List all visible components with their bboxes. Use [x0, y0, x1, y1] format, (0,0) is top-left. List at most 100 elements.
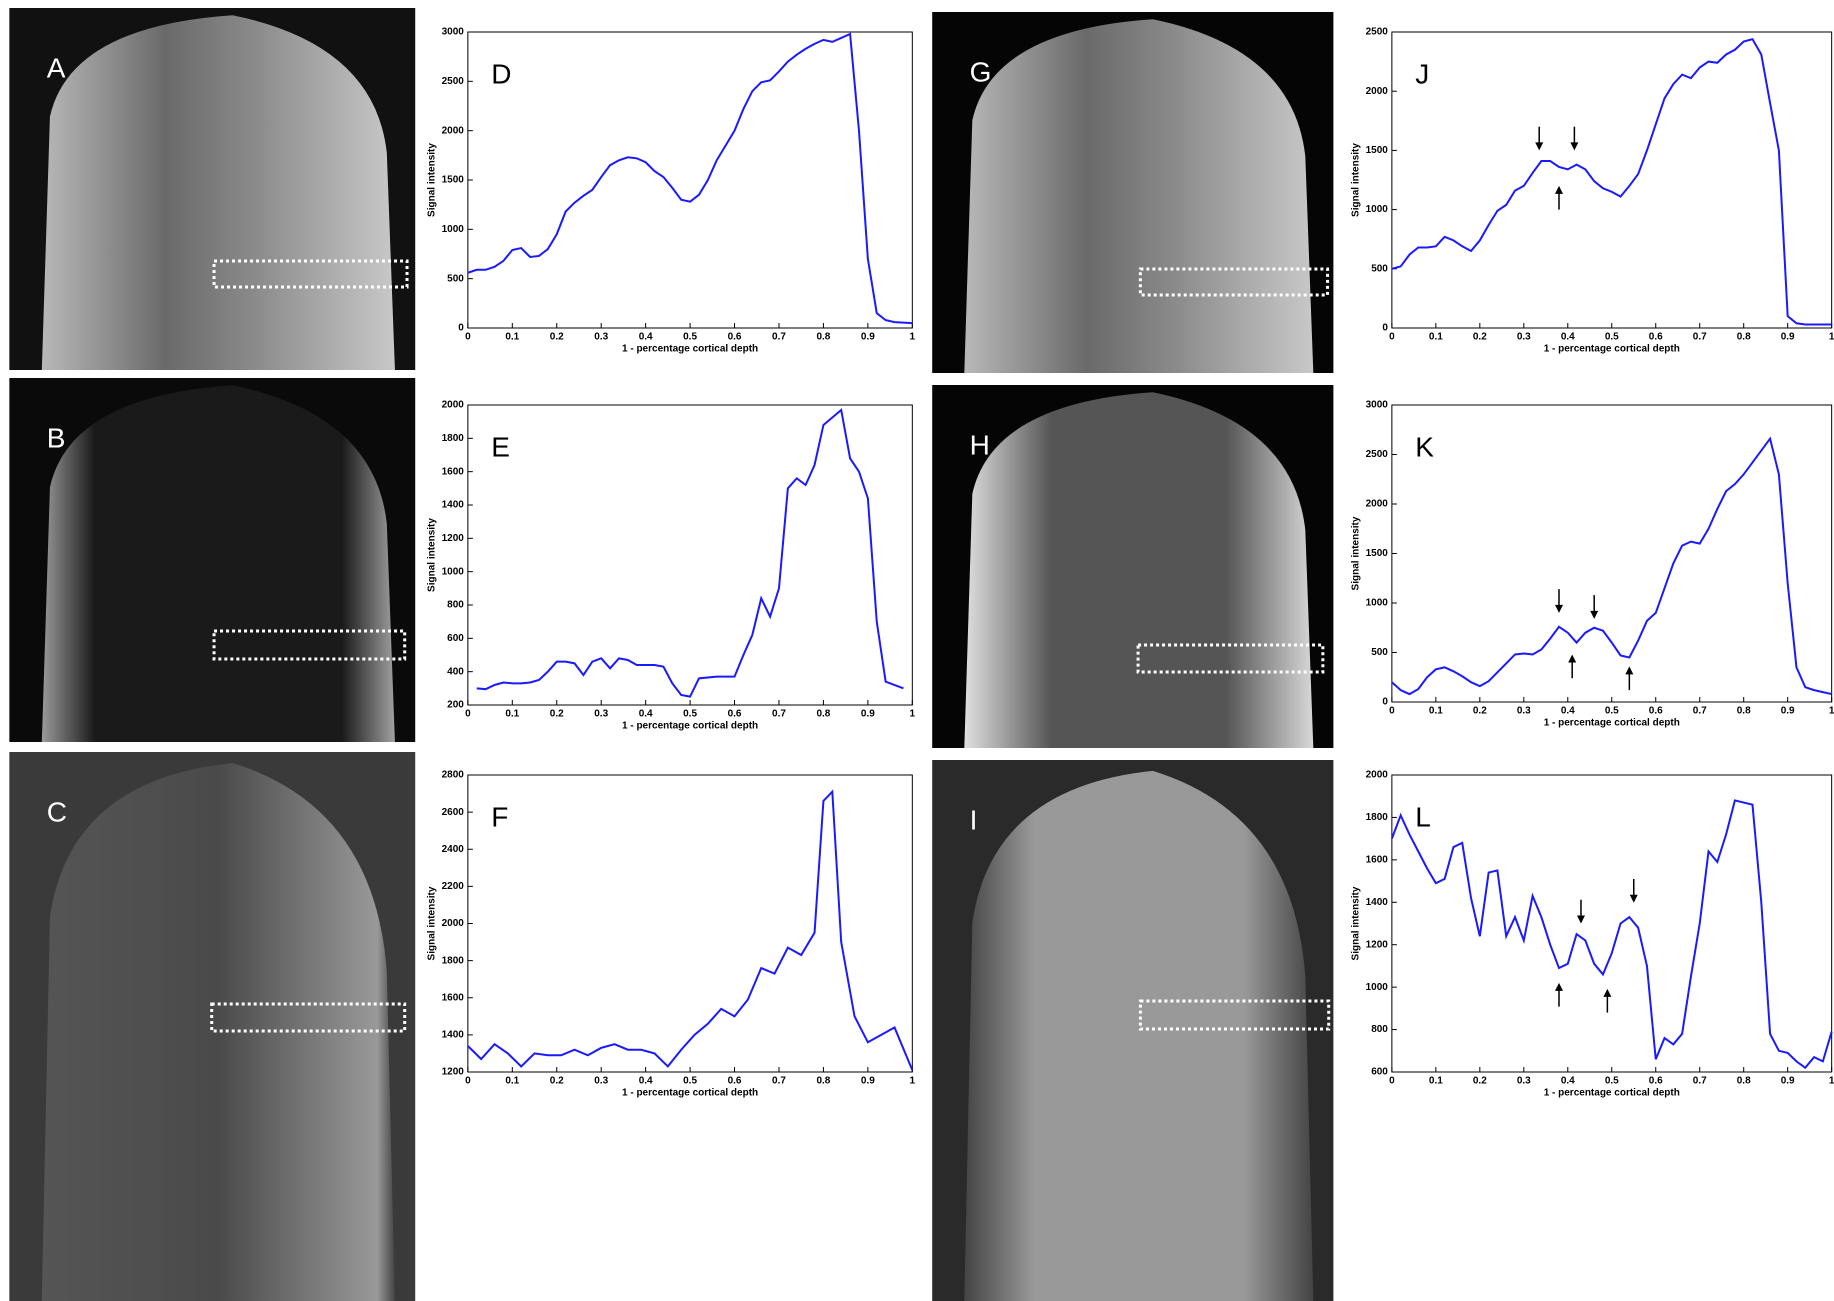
y-tick-label: 2200	[442, 881, 465, 892]
x-tick-label: 0.4	[639, 332, 653, 343]
x-tick-label: 0.6	[1649, 332, 1663, 343]
x-tick-label: 0.3	[1517, 706, 1531, 717]
y-tick-label: 2500	[442, 76, 465, 87]
y-tick-label: 1600	[1366, 854, 1389, 865]
x-tick-label: 0.5	[1605, 332, 1619, 343]
x-tick-label: 0.7	[1693, 1076, 1707, 1087]
x-tick-label: 0	[465, 1076, 471, 1087]
arrow-head	[1554, 604, 1563, 613]
arrow-head	[1570, 142, 1579, 151]
tissue	[964, 770, 1314, 1301]
x-tick-label: 0.5	[683, 1076, 697, 1087]
panel-label: G	[970, 56, 992, 87]
x-tick-label: 0.6	[1649, 706, 1663, 717]
x-tick-label: 0.3	[594, 1076, 608, 1087]
plot-area	[1391, 774, 1833, 1073]
x-tick-label: 0.2	[550, 1076, 564, 1087]
y-tick-label: 0	[458, 323, 464, 334]
x-tick-label: 0.6	[1649, 1076, 1663, 1087]
x-tick-label: 0.7	[1693, 706, 1707, 717]
x-tick-label: 0.4	[639, 1076, 653, 1087]
y-tick-label: 2000	[442, 125, 465, 136]
y-tick-label: 1800	[442, 955, 465, 966]
x-tick-label: 0	[1389, 706, 1395, 717]
y-tick-label: 1400	[442, 500, 465, 511]
x-tick-label: 0.1	[505, 332, 519, 343]
y-tick-label: 0	[1382, 697, 1388, 708]
y-tick-label: 1500	[1366, 145, 1389, 156]
y-tick-label: 800	[447, 600, 464, 611]
y-tick-label: 2000	[442, 400, 465, 411]
tissue	[964, 392, 1314, 748]
y-tick-label: 500	[1371, 263, 1388, 274]
roi-box	[1136, 643, 1325, 674]
x-tick-label: 0.3	[594, 709, 608, 720]
x-tick-label: 0.2	[1473, 1076, 1487, 1087]
y-tick-label: 2500	[1366, 449, 1389, 460]
x-tick-label: 0	[1389, 332, 1395, 343]
panel-label: H	[970, 429, 990, 460]
y-tick-label: 1200	[442, 1067, 465, 1078]
x-tick-label: 0.4	[639, 709, 653, 720]
x-tick-label: 0.1	[1429, 706, 1443, 717]
x-tick-label: 0.3	[1517, 1076, 1531, 1087]
y-tick-label: 1400	[1366, 897, 1389, 908]
x-tick-label: 0.5	[1605, 1076, 1619, 1087]
y-tick-label: 2000	[1366, 499, 1389, 510]
y-tick-label: 600	[447, 633, 464, 644]
x-tick-label: 1	[910, 1076, 916, 1087]
x-tick-label: 0.7	[772, 332, 786, 343]
panel-label: J	[1415, 58, 1429, 89]
x-tick-label: 0.1	[505, 1076, 519, 1087]
x-tick-label: 0.8	[1737, 706, 1751, 717]
panel-label: A	[47, 52, 66, 83]
x-tick-label: 0.2	[550, 332, 564, 343]
arrow-head	[1554, 185, 1563, 194]
y-axis-label: Signal intensity	[426, 143, 437, 217]
panel-label: I	[970, 804, 978, 835]
x-axis-label: 1 - percentage cortical depth	[622, 1088, 758, 1099]
y-tick-label: 0	[1382, 323, 1388, 334]
data-line	[467, 789, 914, 1071]
panel-label: B	[47, 422, 66, 453]
y-tick-label: 2500	[1366, 27, 1389, 38]
y-tick-label: 1200	[1366, 939, 1389, 950]
x-tick-label: 0.2	[1473, 706, 1487, 717]
x-tick-label: 0.9	[1781, 706, 1795, 717]
x-tick-label: 1	[910, 332, 916, 343]
panel-label: E	[491, 431, 510, 462]
y-axis-label: Signal intensity	[1351, 886, 1362, 960]
roi-box	[212, 259, 409, 289]
x-axis-label: 1 - percentage cortical depth	[1544, 344, 1680, 355]
y-tick-label: 200	[447, 700, 464, 711]
y-tick-label: 1000	[442, 566, 465, 577]
x-tick-label: 1	[1829, 1076, 1834, 1087]
tissue	[41, 15, 395, 371]
x-axis-label: 1 - percentage cortical depth	[622, 344, 758, 355]
y-tick-label: 600	[1371, 1067, 1388, 1078]
x-tick-label: 0.2	[1473, 332, 1487, 343]
arrow-head	[1554, 982, 1563, 991]
x-tick-label: 0.1	[1429, 1076, 1443, 1087]
x-tick-label: 0.5	[683, 332, 697, 343]
x-tick-label: 0.4	[1561, 332, 1575, 343]
x-tick-label: 1	[1829, 706, 1834, 717]
arrow-head	[1535, 142, 1544, 151]
y-tick-label: 500	[447, 273, 464, 284]
arrow-head	[1625, 666, 1634, 675]
y-tick-label: 1000	[1366, 982, 1389, 993]
y-tick-label: 400	[447, 666, 464, 677]
x-tick-label: 0.9	[861, 332, 875, 343]
x-tick-label: 0.7	[1693, 332, 1707, 343]
y-tick-label: 1800	[442, 433, 465, 444]
y-tick-label: 1000	[442, 224, 465, 235]
x-tick-label: 0.9	[1781, 332, 1795, 343]
arrow-head	[1568, 654, 1577, 663]
y-tick-label: 1200	[442, 533, 465, 544]
x-tick-label: 0.8	[1737, 1076, 1751, 1087]
y-tick-label: 3000	[442, 27, 465, 38]
y-tick-label: 2000	[1366, 770, 1389, 781]
y-axis-label: Signal intensity	[426, 886, 437, 960]
y-tick-label: 2600	[442, 807, 465, 818]
